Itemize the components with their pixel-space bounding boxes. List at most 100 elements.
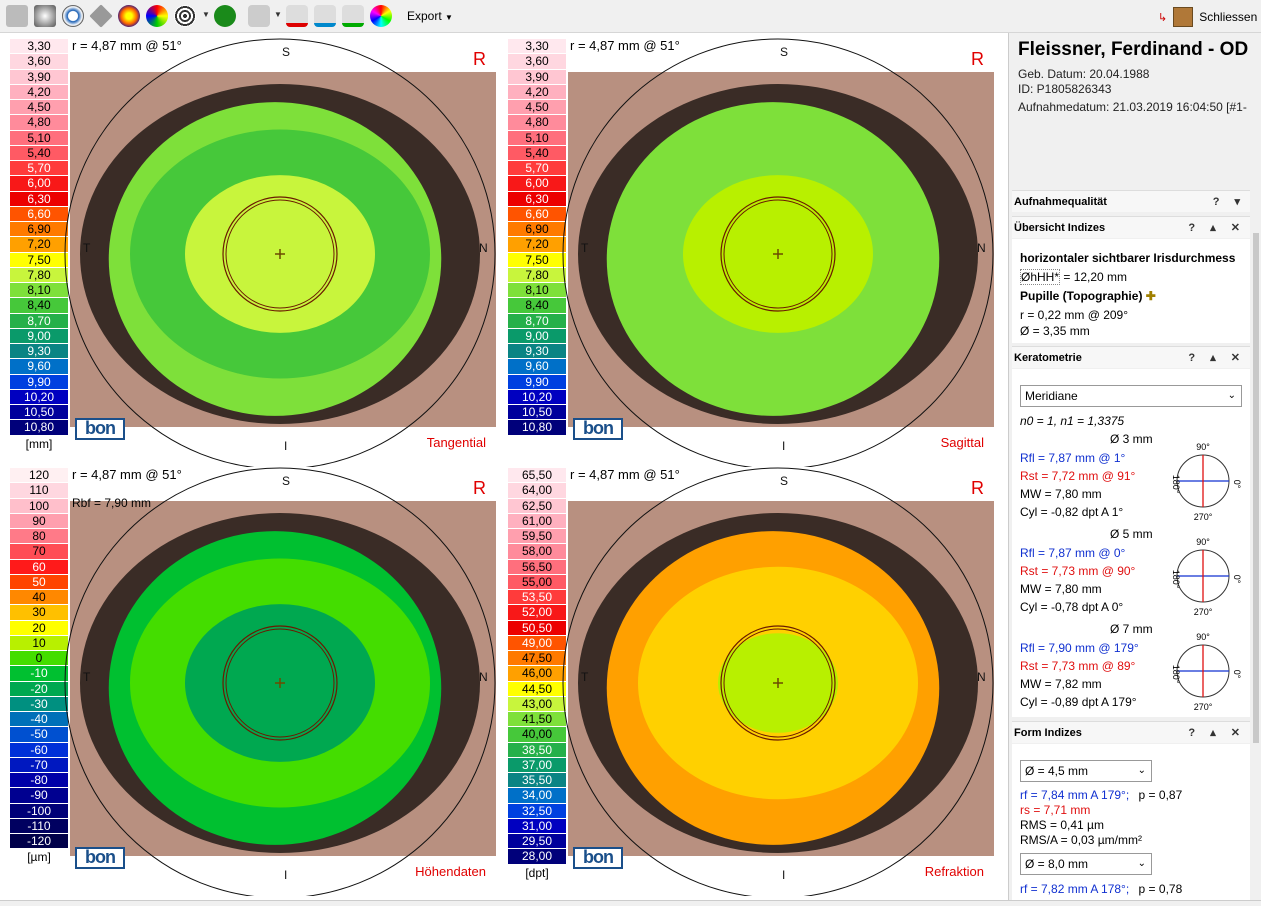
tangential-map[interactable]: 3,30 3,60 3,90 4,20 4,50 4,80 5,10 5,40 5,70 6,00… (0, 38, 496, 467)
scale-cell: 40 (10, 590, 68, 606)
green-circle-icon[interactable] (214, 5, 236, 27)
scale-cell: 8,40 (508, 298, 566, 314)
section-controls[interactable]: ? ▴ ✕ (1188, 222, 1246, 234)
sagittal-map[interactable]: 3,30 3,60 3,90 4,20 4,50 4,80 5,10 5,40 5,70 6,00… (498, 38, 994, 467)
kerato-rfl: Rfl = 7,87 mm @ 0° (1020, 546, 1126, 560)
scale-cell: 37,00 (508, 757, 566, 773)
section-aufnahmequalitaet[interactable]: Aufnahmequalität ? ▾ (1012, 190, 1250, 212)
gray-map-icon[interactable] (34, 5, 56, 27)
pupil-heading: Pupille (Topographie) ✚ (1020, 289, 1156, 303)
section-controls[interactable]: ? ▾ (1212, 196, 1246, 208)
scale-cell: 53,50 (508, 590, 566, 606)
color-scale: 120 110 100 90 80 70 60 50 40 30 20 10 0 -10 -20 -30 -40… (10, 468, 68, 850)
chevron-down-icon[interactable]: ▼ (202, 10, 210, 19)
kerato-cyl: Cyl = -0,89 dpt A 179° (1020, 695, 1137, 709)
form-select-1[interactable]: Ø = 4,5 mm ⌄ (1020, 760, 1152, 782)
scale-cell: 28,00 (508, 849, 566, 865)
axis-label-bottom: 270° (1194, 512, 1213, 522)
eye-tool-2-icon[interactable] (286, 5, 308, 27)
scale-cell: 7,50 (508, 252, 566, 268)
scale-cell: 4,20 (10, 84, 68, 100)
axis-label-top: 90° (1196, 442, 1210, 452)
radius-label: r = 4,87 mm @ 51° (570, 38, 680, 53)
scale-cell: 56,50 (508, 559, 566, 575)
scale-cell: -100 (10, 803, 68, 819)
limbus-circle (64, 38, 496, 467)
placido-icon[interactable] (174, 5, 196, 27)
scale-cell: 4,80 (508, 115, 566, 131)
eye-tool-4-icon[interactable] (342, 5, 364, 27)
form-select-2-value: Ø = 8,0 mm (1025, 857, 1089, 871)
close-button[interactable]: ↳ Schliessen (1158, 6, 1257, 28)
chevron-down-icon: ⌄ (1227, 390, 1236, 401)
diamond-icon[interactable] (89, 4, 113, 28)
section-uebersicht-indizes[interactable]: Übersicht Indizes ? ▴ ✕ (1012, 216, 1250, 238)
center-cross-icon (773, 678, 783, 688)
scale-cell: 10,80 (10, 420, 68, 436)
chevron-down-icon[interactable]: ▼ (274, 10, 282, 19)
scale-cell: 7,50 (10, 252, 68, 268)
scale-cell: 3,90 (508, 69, 566, 85)
direction-superior: S (780, 45, 789, 59)
section-title: Aufnahmequalität (1014, 196, 1107, 208)
export-label: Export (407, 9, 442, 23)
radius-label: r = 4,87 mm @ 51° (570, 467, 680, 482)
kerato-rst: Rst = 7,73 mm @ 89° (1020, 659, 1136, 673)
scale-cell: -20 (10, 681, 68, 697)
pupil-cross-icon: ✚ (1145, 289, 1156, 303)
vertical-scrollbar[interactable] (1251, 233, 1261, 903)
scale-cell: 46,00 (508, 666, 566, 682)
kerato-select-value: Meridiane (1025, 389, 1078, 403)
scale-cell: -60 (10, 742, 68, 758)
color-map-icon[interactable] (118, 5, 140, 27)
scale-cell: 9,00 (10, 328, 68, 344)
scale-cell: 10,20 (508, 389, 566, 405)
ring-map-icon[interactable] (62, 5, 84, 27)
scale-cell: 4,50 (508, 100, 566, 116)
section-controls[interactable]: ? ▴ ✕ (1188, 727, 1246, 739)
section-controls[interactable]: ? ▴ ✕ (1188, 352, 1246, 364)
scale-cell: 5,40 (508, 145, 566, 161)
kerato-rst: Rst = 7,73 mm @ 90° (1020, 564, 1136, 578)
section-form-indizes[interactable]: Form Indizes ? ▴ ✕ (1012, 721, 1250, 743)
scale-cell: 3,30 (10, 39, 68, 55)
scale-cell: 10,20 (10, 389, 68, 405)
direction-nasal: N (479, 241, 488, 255)
axis-label-bottom: 270° (1194, 607, 1213, 617)
scale-cell: 3,60 (10, 54, 68, 70)
scale-cell: 8,70 (10, 313, 68, 329)
axis-label-right: 0° (1232, 575, 1242, 584)
scale-cell: 44,50 (508, 681, 566, 697)
scale-cell: 110 (10, 483, 68, 499)
elevation-map[interactable]: 120 110 100 90 80 70 60 50 40 30 20 10 0 -10 -20 -30 -40… (0, 467, 496, 896)
building-icon (1173, 7, 1194, 27)
scale-cell: 9,30 (10, 344, 68, 360)
scrollbar-thumb[interactable] (1253, 233, 1259, 743)
eye-tool-1-icon[interactable] (248, 5, 270, 27)
direction-temporal: T (83, 241, 91, 255)
scale-cell: 59,50 (508, 529, 566, 545)
map-name: Refraktion (924, 864, 984, 879)
form-select-2[interactable]: Ø = 8,0 mm ⌄ (1020, 853, 1152, 875)
scale-cell: 32,50 (508, 803, 566, 819)
kerato-select[interactable]: Meridiane ⌄ (1020, 385, 1242, 407)
scale-cell: -80 (10, 773, 68, 789)
color-wheel-icon[interactable] (370, 5, 392, 27)
direction-superior: S (282, 45, 291, 59)
section-keratometrie[interactable]: Keratometrie ? ▴ ✕ (1012, 346, 1250, 368)
form-p: p = 0,87 (1138, 788, 1183, 802)
eye-tool-3-icon[interactable] (314, 5, 336, 27)
kerato-cyl: Cyl = -0,78 dpt A 0° (1020, 600, 1124, 614)
scale-cell: 6,30 (10, 191, 68, 207)
scale-cell: 3,30 (508, 39, 566, 55)
scale-cell: -90 (10, 788, 68, 804)
multi-map-icon[interactable] (146, 5, 168, 27)
grid-view-icon[interactable] (6, 5, 28, 27)
scale-cell: 6,60 (10, 206, 68, 222)
export-menu-button[interactable]: Export ▼ (407, 9, 453, 23)
scale-cell: 8,40 (10, 298, 68, 314)
scale-cell: 8,10 (508, 283, 566, 299)
refraction-map[interactable]: 65,50 64,00 62,50 61,00 59,50 58,00 56,50 55,00… (498, 467, 994, 896)
scale-cell: -10 (10, 666, 68, 682)
topography-svg (64, 467, 496, 896)
